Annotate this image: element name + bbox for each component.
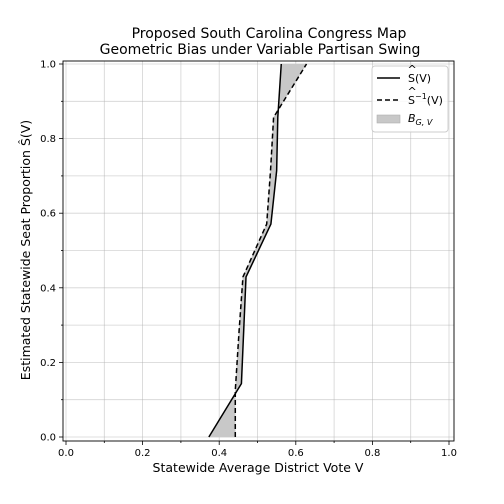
y-axis-label: Estimated Statewide Seat Proportion Ŝ(V): [18, 120, 33, 380]
legend-label-s: S(V): [408, 72, 431, 85]
legend-label-s-suffix: (V): [415, 72, 431, 85]
legend: S(V) ^ S−1(V) ^ BG, V: [371, 63, 449, 133]
series-line-layer: [208, 63, 308, 438]
x-tick-label: 0.8: [364, 448, 380, 459]
y-tick-label: 0.6: [40, 209, 56, 220]
x-axis-label: Statewide Average District Vote V: [153, 460, 364, 475]
axis-ticks: 0.0 0.2 0.4 0.6 0.8 1.0 0.0 0.2 0.4 0.6 0.8 1.0: [40, 60, 457, 460]
y-tick-label: 1.0: [40, 60, 56, 71]
y-tick-label: 0.2: [40, 358, 56, 369]
chart-title-line-2: Geometric Bias under Variable Partisan S…: [100, 42, 421, 58]
legend-label-s-inverse: S−1(V): [408, 92, 443, 107]
x-tick-label: 0.0: [58, 448, 74, 459]
x-tick-label: 1.0: [441, 448, 457, 459]
series-line-s-inverse: [234, 63, 308, 437]
x-tick-label: 0.6: [288, 448, 304, 459]
legend-swatch-bias: [376, 114, 401, 124]
legend-label-bias: BG, V: [408, 112, 433, 127]
x-tick-label: 0.2: [135, 448, 151, 459]
legend-label-s-inverse-hat: ^: [408, 85, 417, 98]
legend-label-s-inverse-suffix: (V): [427, 94, 443, 107]
y-tick-label: 0.4: [40, 283, 56, 294]
legend-label-bias-sub: G, V: [416, 118, 433, 127]
legend-label-bias-main: B: [408, 112, 416, 125]
chart-title-line-1: Proposed South Carolina Congress Map: [132, 26, 407, 42]
legend-label-s-inverse-sup: −1: [415, 92, 427, 101]
legend-label-s-main: S: [408, 72, 415, 85]
plot-frame: [62, 60, 455, 442]
legend-label-s-hat: ^: [408, 63, 417, 76]
y-tick-label: 0.0: [40, 433, 56, 444]
y-tick-label: 0.8: [40, 134, 56, 145]
series-line-s: [208, 63, 282, 438]
legend-label-s-inverse-main: S: [408, 94, 415, 107]
x-tick-label: 0.4: [211, 448, 227, 459]
